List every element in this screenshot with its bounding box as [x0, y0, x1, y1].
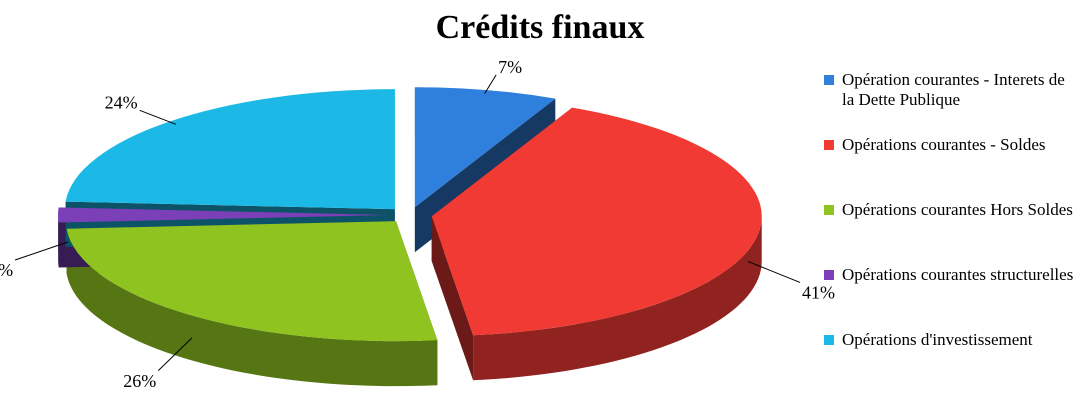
legend-label: Opérations d'investissement [842, 330, 1033, 349]
leader-line [157, 337, 193, 372]
legend-swatch [824, 75, 834, 85]
chart-title: Crédits finaux [436, 9, 645, 46]
legend-swatch [824, 335, 834, 345]
legend-swatch [824, 270, 834, 280]
slice-side [66, 228, 438, 387]
leader-line [484, 74, 497, 94]
slice [65, 89, 395, 210]
slice-tops [57, 87, 762, 342]
legend: Opération courantes - Interets de la Det… [820, 70, 1080, 395]
legend-swatch [824, 140, 834, 150]
leader-line [747, 260, 801, 283]
legend-item: Opérations courantes - Soldes [820, 135, 1080, 200]
legend-label: Opérations courantes structurelles [842, 265, 1074, 284]
slice [414, 87, 556, 208]
slice [431, 107, 762, 336]
data-label: 26% [123, 371, 156, 391]
legend-item: Opérations courantes structurelles [820, 265, 1080, 330]
legend-item: Opération courantes - Interets de la Det… [820, 70, 1080, 135]
slice-side [58, 215, 59, 268]
legend-label: Opérations courantes Hors Soldes [842, 200, 1073, 219]
legend-item: Opérations courantes Hors Soldes [820, 200, 1080, 265]
slice [66, 221, 438, 342]
leader-line [14, 241, 69, 261]
slice-side [473, 216, 762, 381]
legend-swatch [824, 205, 834, 215]
legend-item: Opérations d'investissement [820, 330, 1080, 395]
slice [57, 207, 388, 223]
data-label: 24% [105, 92, 138, 112]
leader-line [139, 109, 176, 125]
data-label: 7% [498, 57, 522, 77]
legend-label: Opération courantes - Interets de la Det… [842, 70, 1065, 109]
data-label: 2% [0, 260, 13, 280]
data-label: 41% [802, 283, 835, 303]
slice-wall [431, 216, 474, 381]
legend-label: Opérations courantes - Soldes [842, 135, 1046, 154]
